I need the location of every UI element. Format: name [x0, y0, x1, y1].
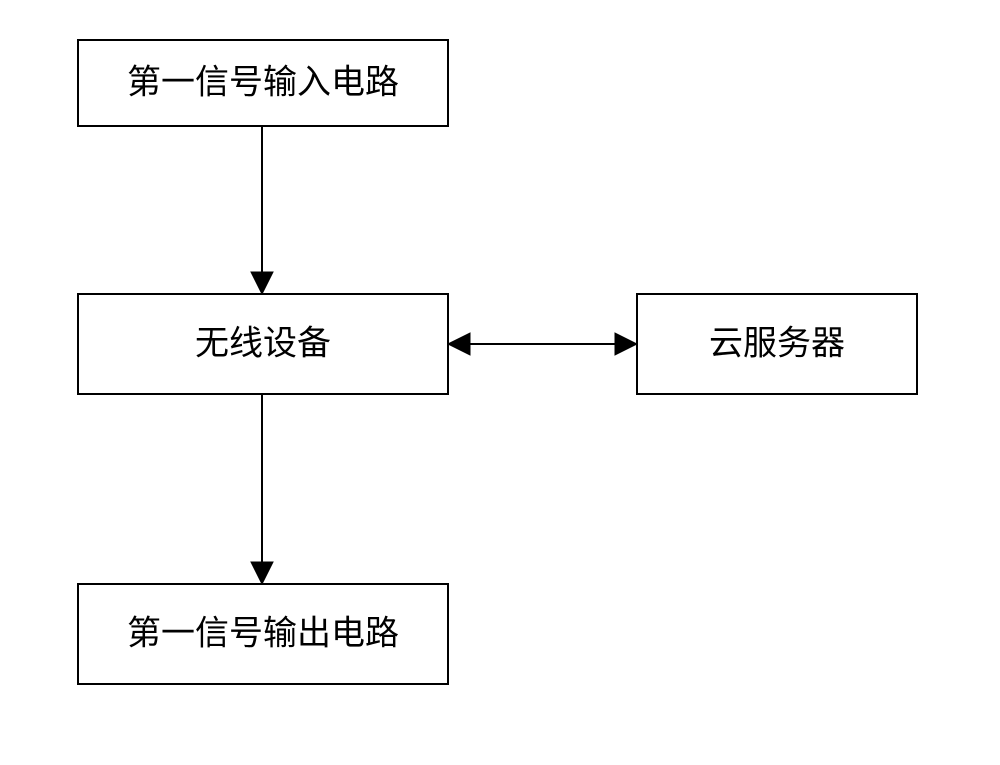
- node-n1-label: 第一信号输入电路: [127, 64, 399, 102]
- node-n4-label: 第一信号输出电路: [127, 615, 399, 653]
- edge-n1-n2-arrow-end: [251, 272, 273, 294]
- diagram-canvas: 第一信号输入电路无线设备 云服务器第一信号输出电路: [0, 0, 1000, 765]
- edge-n2-n3-arrow-end: [615, 333, 637, 355]
- node-n2: 无线设备: [78, 294, 448, 394]
- node-n2-label: 无线设备: [195, 325, 331, 363]
- node-n3-label: 云服务器: [709, 325, 845, 363]
- edge-n2-n4-arrow-end: [251, 562, 273, 584]
- edge-n2-n3-arrow-start: [448, 333, 470, 355]
- node-n4: 第一信号输出电路: [78, 584, 448, 684]
- node-n1: 第一信号输入电路: [78, 40, 448, 126]
- node-n3: 云服务器: [637, 294, 917, 394]
